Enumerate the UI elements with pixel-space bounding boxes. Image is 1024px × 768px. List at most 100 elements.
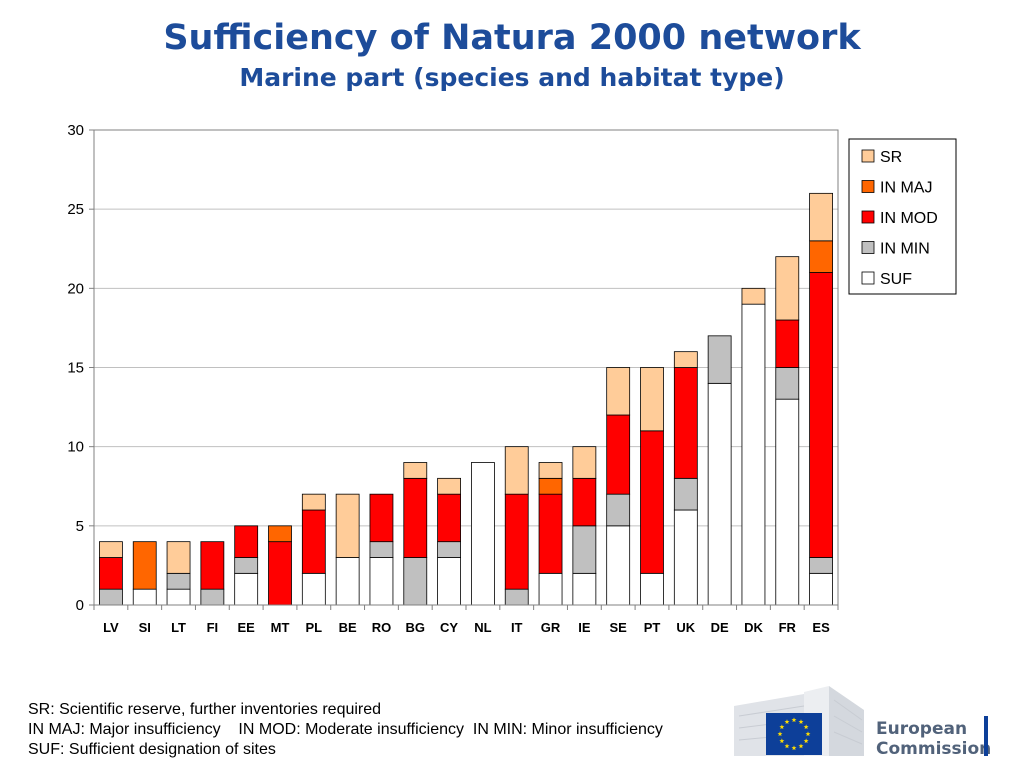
stacked-bar-chart: 0 5 10 15 20 25 30 LV SI LT FI EE MT PL BE RO BG CY NL IT GR… [67,122,957,635]
star-icon [798,719,804,724]
star-icon [791,745,797,751]
bar-segment-in-mod [606,414,631,495]
bar-segment-in-mod [268,541,292,606]
star-icon [777,731,783,737]
logo-line2: Commission [876,739,991,759]
bar-segment-suf [538,572,563,606]
bar-segment-sr [301,493,326,511]
bar-segment-in-min [809,557,833,574]
page-subtitle: Marine part (species and habitat type) [239,63,785,92]
x-tick-label: NL [474,620,491,635]
bar-segment-sr [335,493,360,558]
bar-segment-in-min [200,588,225,606]
bar-segment-suf [369,557,394,606]
bar-segment-suf [471,462,495,606]
bar-segment-in-mod [809,272,833,558]
bar-segment-in-min [234,557,259,574]
x-tick-label: LT [171,620,186,635]
x-tick-label: RO [372,620,392,635]
bar-segment-suf [301,572,326,606]
bar-segment-in-min [437,541,461,558]
bar-segment-suf [741,303,766,606]
bar-segment-suf [809,572,833,606]
legend-swatch [861,210,875,224]
bar-segment-in-mod [504,493,529,590]
y-tick-label: 15 [67,360,84,377]
bar-segment-in-min [369,541,394,558]
x-tick-label: BG [406,620,426,635]
x-tick-label: ES [812,620,830,635]
bar-segment-suf [606,525,631,606]
bar-segment-suf [673,509,698,606]
bar-segment-in-mod [572,477,597,527]
star-icon [791,717,797,723]
legend-swatch [861,271,875,285]
star-icon [803,738,809,744]
y-tick-label: 30 [67,122,84,139]
legend-swatch [861,241,875,254]
bar-segment-in-mod [234,525,259,558]
bar-segment-in-min [504,588,529,606]
y-tick-label: 5 [76,518,84,535]
bar-segment-in-maj [538,477,563,495]
x-tick-label: LV [103,620,119,635]
x-tick-label: DE [711,620,729,635]
x-tick-label: PT [644,620,661,635]
bar-segment-in-min [606,493,631,527]
bar-segment-in-min [166,572,191,590]
legend-label: SUF [880,271,912,288]
legend-label: IN MOD [880,210,938,227]
footnote-suf: SUF: Sufficient designation of sites [28,741,276,758]
footnote-sr: SR: Scientific reserve, further inventor… [28,701,382,718]
bar-segment-sr [775,256,800,321]
bar-segment-in-maj [132,541,157,590]
star-icon [784,719,790,724]
bar-segment-sr [403,462,428,479]
bar-segment-in-mod [437,493,461,543]
bar-segment-in-mod [673,367,698,479]
x-tick-label: SI [139,620,151,635]
axes: 0 5 10 15 20 25 30 LV SI LT FI EE MT PL BE RO BG CY NL IT GR… [67,122,839,635]
x-tick-label: EE [238,620,256,635]
bar-segment-in-mod [403,477,428,558]
bar-segment-in-mod [640,430,664,574]
bar-segment-suf [572,572,597,606]
y-tick-label: 10 [67,439,84,456]
bar-segment-suf [775,398,800,606]
bar-segment-sr [640,367,664,432]
bar-segment-in-maj [809,240,833,273]
bar-segment-in-min [99,588,123,606]
bar-segment-in-maj [268,525,292,543]
x-tick-label: FR [779,620,797,635]
bar-segment-sr [166,541,191,574]
footnotes: SR: Scientific reserve, further inventor… [28,700,663,760]
logo-bar [984,716,988,756]
star-icon [779,738,785,744]
bar-segment-suf [166,588,191,606]
x-tick-label: BE [339,620,357,635]
x-tick-label: FI [207,620,219,635]
star-icon [803,724,809,730]
eu-stars [777,717,811,751]
x-tick-label: IT [511,620,523,635]
bar-segment-suf [437,557,461,606]
bar-segment-in-min [775,367,800,400]
x-tick-label: MT [271,620,290,635]
footnote-insufficiency: IN MAJ: Major insufficiency IN MOD: Mode… [28,721,663,738]
x-tick-label: DK [744,620,763,635]
bar-segment-sr [572,446,597,479]
bar-segment-sr [437,477,461,495]
bar-segment-suf [335,557,360,606]
y-tick-label: 20 [67,280,84,297]
x-tick-label: SE [610,620,628,635]
bars [99,192,833,606]
bar-segment-sr [538,462,563,479]
x-tick-label: GR [541,620,561,635]
bar-segment-suf [234,572,259,606]
x-tick-label: CY [440,620,458,635]
bar-segment-in-min [673,477,698,511]
bar-segment-sr [673,351,698,368]
x-tick-label: PL [306,620,323,635]
x-tick-label: IE [578,620,591,635]
y-tick-label: 0 [76,597,84,614]
